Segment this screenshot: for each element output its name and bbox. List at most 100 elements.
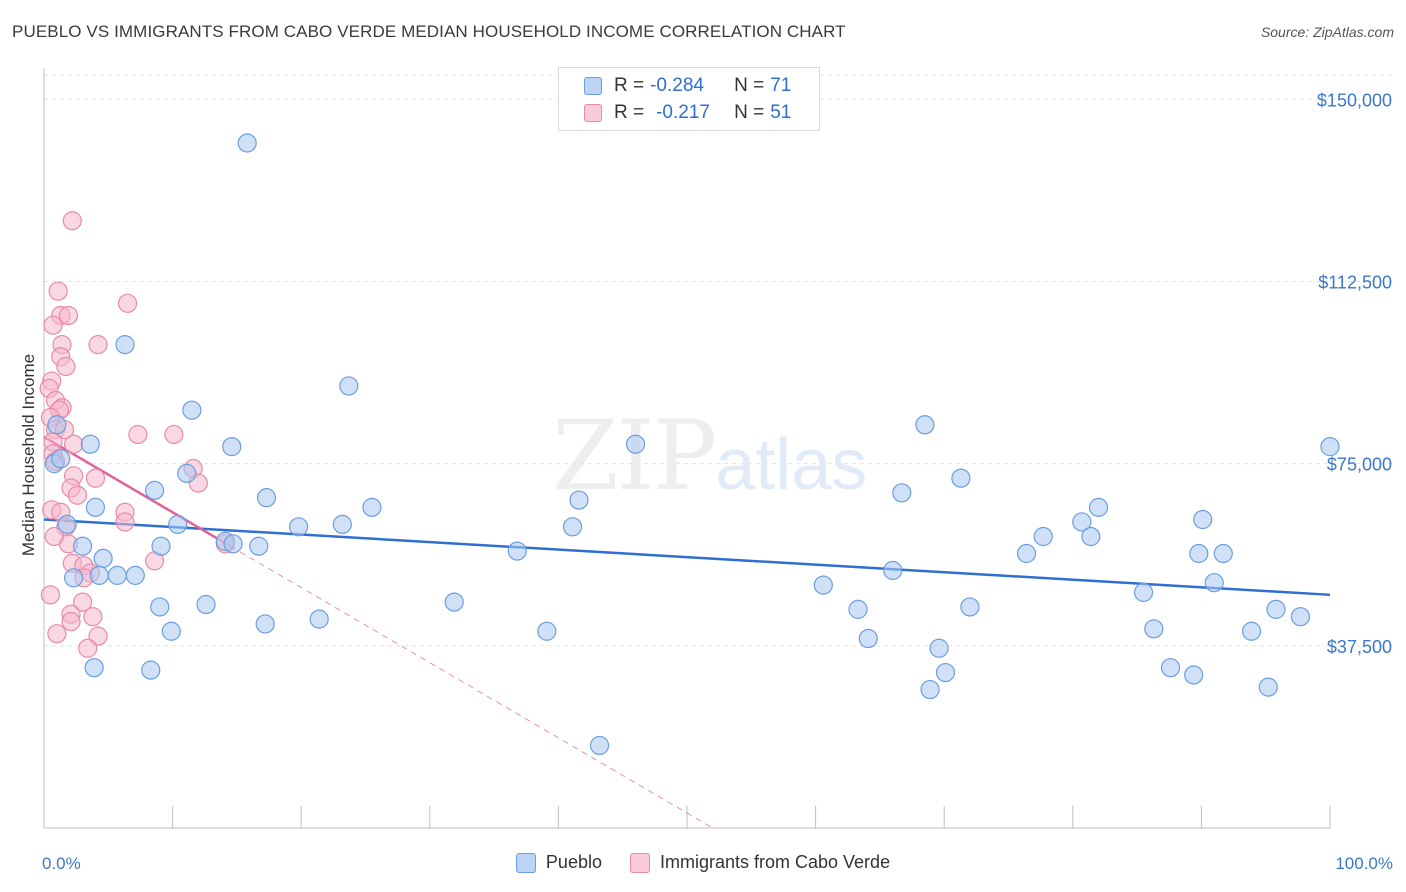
legend-row-pueblo: R = -0.284 N = 71 [584,73,791,99]
pueblo-point [47,415,67,435]
pueblo-point [168,514,188,534]
pueblo-point [72,536,93,556]
pueblo-point [444,592,464,612]
immigrants-point [78,638,98,658]
watermark-atlas: atlas [715,425,868,505]
pueblo-point [115,335,135,355]
r-label: R = [614,102,645,123]
pueblo-swatch [584,77,602,95]
pueblo-point [1184,665,1204,685]
x-tick-label: 100.0% [1335,854,1393,873]
pueblo-point [915,415,935,435]
pueblo-point [589,735,610,756]
immigrants-point [56,356,76,377]
pueblo-point [848,599,868,619]
immigrants-point [47,624,67,644]
immigrants-trend-line [43,435,232,548]
n-value: 71 [770,75,792,96]
pueblo-point [920,679,940,700]
pueblo-point [1144,619,1164,639]
r-label: R = [614,75,645,96]
pueblo-point [537,621,557,641]
immigrants-point [85,468,106,488]
pueblo-point [1088,497,1109,517]
pueblo-point [1204,573,1224,593]
chart-title: PUEBLO VS IMMIGRANTS FROM CABO VERDE MED… [12,22,846,41]
pueblo-point [1266,599,1286,619]
pueblo-point [125,565,145,585]
immigrants-point [164,424,184,445]
pueblo-point [1189,543,1209,564]
pueblo-point [63,568,84,588]
pueblo-point [289,517,309,537]
pueblo-point [507,541,527,561]
pueblo-point [249,536,269,556]
y-axis-title: Median Household Income [19,354,38,556]
immigrants-swatch [584,104,602,122]
pueblo-point [1081,526,1101,547]
pueblo-point [161,621,181,641]
r-value: -0.217 [656,102,710,123]
y-tick-label: $37,500 [1327,637,1392,657]
pueblo-point [1193,509,1213,530]
immigrants-point [62,211,82,231]
pueblo-point [1033,526,1053,547]
pueblo-point [85,497,106,517]
pueblo-point [960,597,980,617]
pueblo-point [93,548,113,568]
y-tick-label: $75,000 [1327,455,1392,475]
pueblo-point [813,575,833,595]
pueblo-point [51,449,71,469]
pueblo-point [562,517,583,537]
pueblo-point [1016,543,1037,564]
pueblo-point [150,597,170,617]
pueblo-point [309,609,329,629]
pueblo-point [332,514,352,534]
pueblo-point [89,565,109,585]
pueblo-point [883,560,903,581]
pueblo-point [569,490,589,510]
pueblo-point [1160,658,1181,678]
pueblo-point [84,658,104,678]
series-immigrants-points [39,211,235,658]
pueblo-point [177,463,197,483]
pueblo-point [1290,607,1311,627]
pueblo-legend-swatch [515,852,536,873]
pueblo-point [362,497,382,517]
legend-label-pueblo: Pueblo [545,852,602,872]
immigrants-point [72,592,93,612]
axes [43,68,1331,829]
immigrants-point [128,424,148,445]
series-legend: Pueblo Immigrants from Cabo Verde [0,852,1406,873]
x-tick-label: 0.0% [42,854,81,873]
pueblo-point [182,400,202,420]
pueblo-point [625,434,646,454]
pueblo-point [1213,543,1233,564]
pueblo-point [80,434,100,454]
immigrants-point [115,512,135,532]
pueblo-point [151,536,171,556]
series-pueblo-points [44,133,1340,756]
y-tick-label: $112,500 [1318,272,1392,292]
pueblo-point [858,628,878,649]
legend-row-immigrants: R = -0.217 N = 51 [584,100,791,126]
n-label: N = [734,102,765,123]
pueblo-point [929,638,949,658]
pueblo-point [935,662,956,683]
pueblo-point [141,660,161,680]
pueblo-point [1320,437,1340,457]
immigrants-point [43,315,63,335]
legend-item-pueblo[interactable]: Pueblo [515,852,602,873]
immigrants-legend-swatch [629,852,650,873]
pueblo-point [951,468,971,488]
immigrants-point [61,611,81,632]
immigrants-point [83,607,103,627]
pueblo-point [107,565,127,585]
immigrants-trend-line [230,545,713,829]
pueblo-point [223,534,243,554]
legend-item-immigrants[interactable]: Immigrants from Cabo Verde [629,852,890,873]
trend-lines [43,435,1331,829]
pueblo-point [237,133,257,153]
pueblo-point [1133,582,1154,602]
